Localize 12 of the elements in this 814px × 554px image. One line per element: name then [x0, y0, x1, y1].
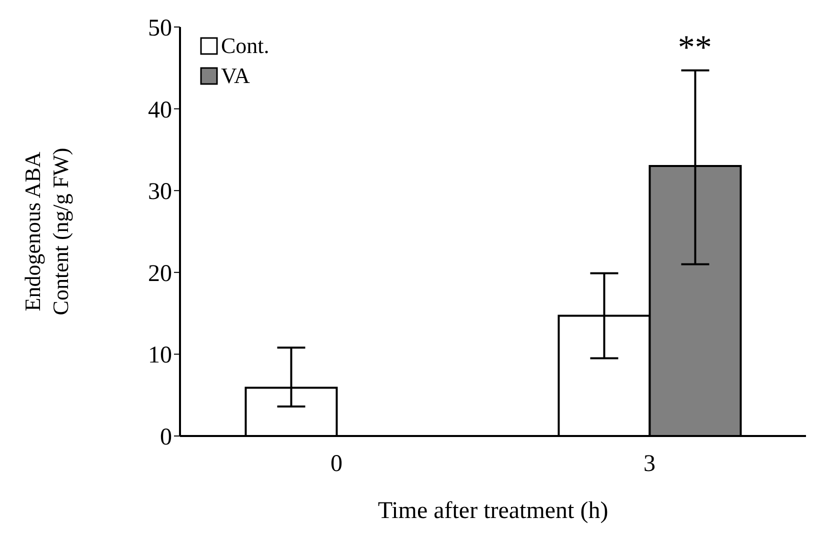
x-tick-label: 3	[644, 451, 656, 478]
y-tick-label: 10	[148, 342, 172, 369]
legend-label: Cont.	[221, 33, 270, 59]
legend-label: VA	[221, 63, 250, 89]
y-tick-label: 20	[148, 260, 172, 287]
y-tick-label: 50	[148, 16, 172, 42]
y-tick-label: 40	[148, 97, 172, 124]
y-tick-label: 30	[148, 179, 172, 206]
y-axis-title: Endogenous ABA Content (ng/g FW)	[20, 148, 73, 316]
y-tick-label: 0	[160, 424, 172, 451]
annotation: **	[678, 29, 712, 66]
x-axis-title: Time after treatment (h)	[378, 498, 608, 524]
